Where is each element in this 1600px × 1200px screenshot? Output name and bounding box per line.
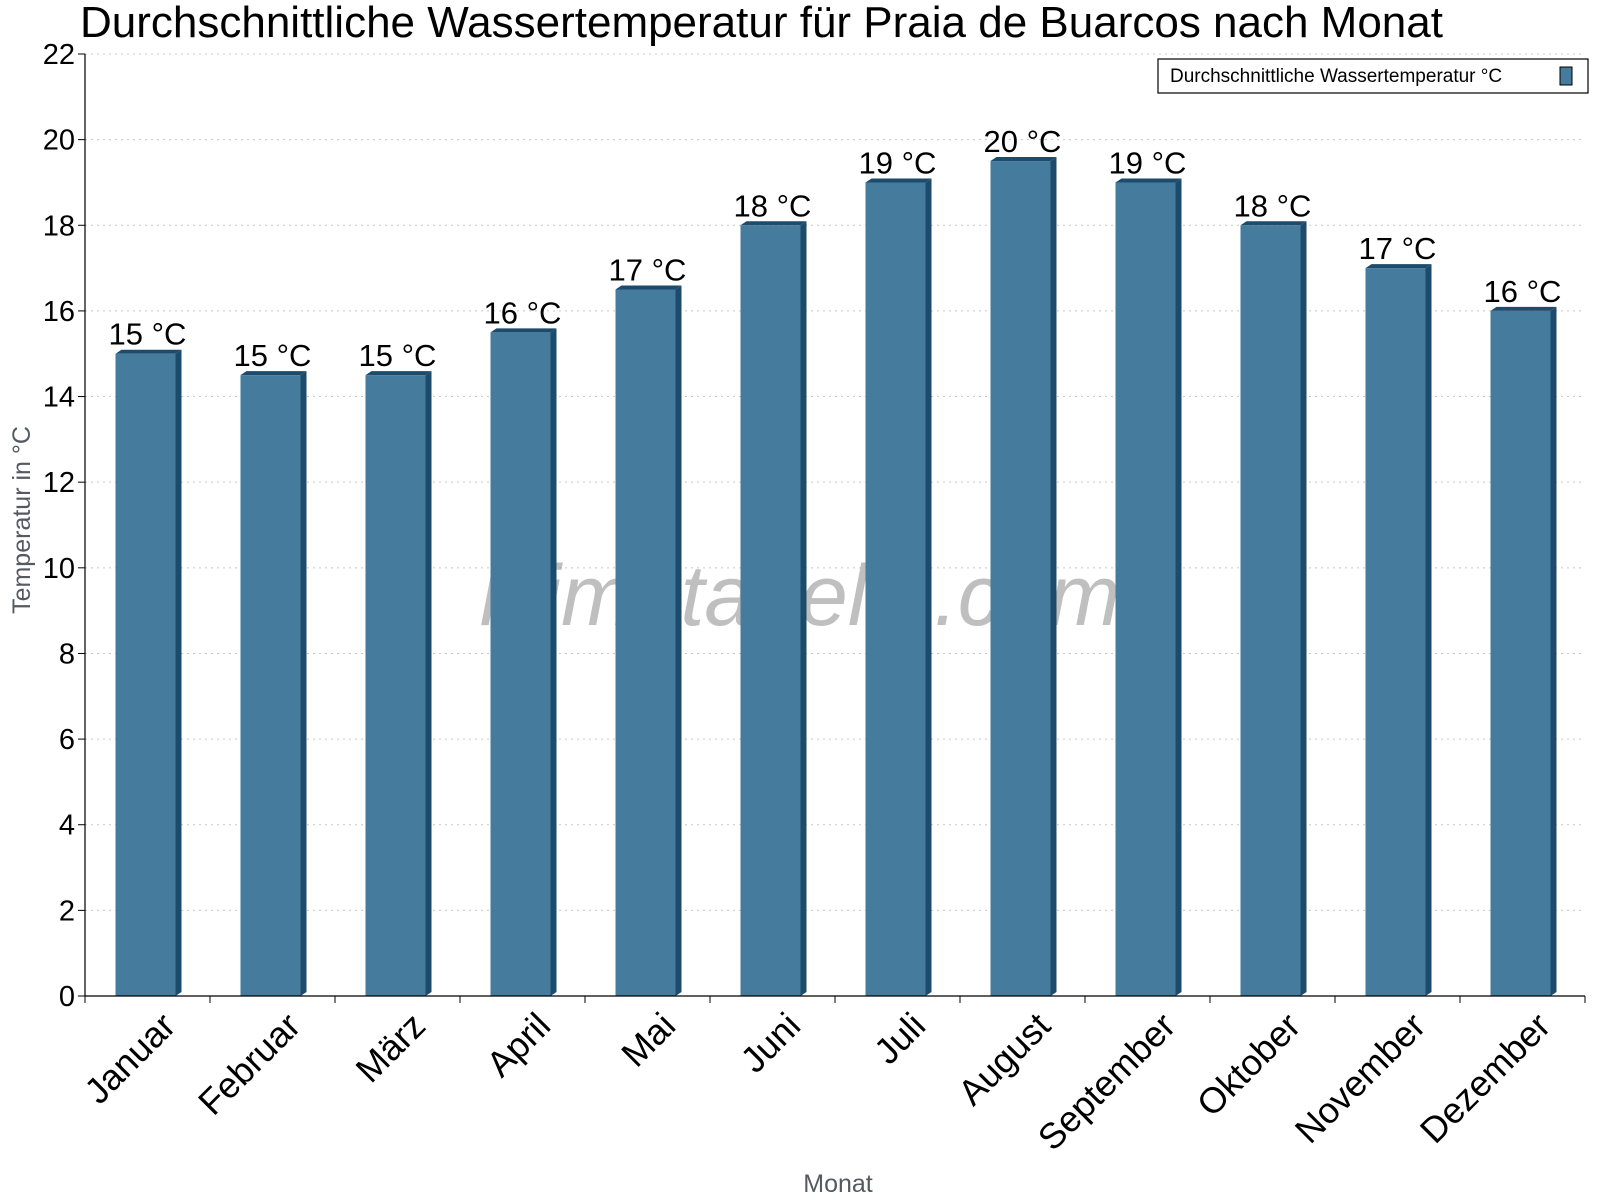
data-label: 15 °C xyxy=(359,338,437,373)
bar-top xyxy=(740,221,807,226)
bar xyxy=(365,375,426,996)
bar-side xyxy=(925,178,932,997)
y-tick-label: 16 xyxy=(43,296,75,328)
bar xyxy=(865,182,926,997)
bar-side xyxy=(1425,264,1432,996)
x-tick-label: Juli xyxy=(866,1005,933,1072)
x-tick-label: Februar xyxy=(190,1005,308,1123)
bar-top xyxy=(1365,264,1432,269)
bar-side xyxy=(675,285,682,996)
chart-title: Durchschnittliche Wassertemperatur für P… xyxy=(80,0,1443,47)
bar-top xyxy=(990,157,1057,162)
x-tick-label: August xyxy=(950,1005,1058,1113)
bar xyxy=(490,332,551,996)
data-label: 17 °C xyxy=(1359,231,1437,266)
x-tick-label: Mai xyxy=(613,1005,683,1075)
legend-label: Durchschnittliche Wassertemperatur °C xyxy=(1170,66,1502,87)
x-tick-label: Dezember xyxy=(1412,1005,1558,1151)
y-tick-label: 14 xyxy=(43,382,75,414)
x-tick-label: November xyxy=(1287,1005,1433,1151)
grid-lines xyxy=(85,53,1585,911)
x-tick-label: März xyxy=(348,1005,434,1091)
legend: Durchschnittliche Wassertemperatur °C xyxy=(1157,58,1589,94)
bar-top xyxy=(865,178,932,183)
bar xyxy=(990,161,1051,996)
data-label: 16 °C xyxy=(484,295,562,330)
bar-side xyxy=(1050,157,1057,996)
bar xyxy=(1490,310,1551,997)
bar-top xyxy=(365,371,432,376)
bar xyxy=(1115,182,1176,997)
x-tick-label: Juni xyxy=(732,1005,808,1081)
data-label: 15 °C xyxy=(109,317,187,352)
x-tick-label: September xyxy=(1030,1005,1184,1159)
bars xyxy=(115,157,1557,997)
y-tick-label: 22 xyxy=(43,39,75,71)
bar-top xyxy=(1490,306,1557,311)
data-labels: 15 °C 15 °C 15 °C 16 °C 17 °C 18 °C 19 °C 20 °C… xyxy=(109,124,1562,373)
data-label: 15 °C xyxy=(234,338,312,373)
bar-top xyxy=(615,285,682,290)
y-tick-label: 6 xyxy=(59,724,75,756)
y-tick-label: 18 xyxy=(43,210,75,242)
data-label: 18 °C xyxy=(734,188,812,223)
legend-box xyxy=(1157,58,1589,94)
data-label: 20 °C xyxy=(984,124,1062,159)
legend-swatch xyxy=(1559,66,1573,86)
data-label: 19 °C xyxy=(1109,145,1187,180)
y-tick-label: 20 xyxy=(43,125,75,157)
y-tick-label: 4 xyxy=(59,810,75,842)
bar-top xyxy=(1240,221,1307,226)
bar-side xyxy=(175,349,182,996)
bar-side xyxy=(1175,178,1182,997)
y-tick-label: 8 xyxy=(59,638,75,670)
bar-top xyxy=(490,328,557,333)
data-label: 18 °C xyxy=(1234,188,1312,223)
bar-side xyxy=(550,328,557,996)
bar-top xyxy=(115,349,182,354)
x-tick-label: Oktober xyxy=(1189,1005,1309,1125)
x-tick-labels: Januar Februar März April Mai Juni Juli AugustS… xyxy=(76,1005,1558,1159)
axes xyxy=(78,53,1586,1003)
bar-side xyxy=(800,221,807,997)
x-tick-label: April xyxy=(478,1005,558,1085)
bar xyxy=(740,225,801,997)
bar xyxy=(615,289,676,996)
y-tick-label: 0 xyxy=(59,981,75,1013)
x-axis-label: Monat xyxy=(803,1170,873,1198)
y-tick-label: 2 xyxy=(59,895,75,927)
data-label: 17 °C xyxy=(609,253,687,288)
bar-side xyxy=(425,371,432,996)
data-label: 19 °C xyxy=(859,145,937,180)
x-tick-label: Januar xyxy=(76,1005,183,1112)
bar-side xyxy=(1550,306,1557,997)
y-tick-labels: 0 2 4 6 8 10 12 14 16 18 20 22 xyxy=(43,39,75,1013)
y-axis-label: Temperatur in °C xyxy=(8,426,36,614)
data-label: 16 °C xyxy=(1484,274,1562,309)
bar xyxy=(1240,225,1301,997)
bar-side xyxy=(1300,221,1307,997)
bar xyxy=(115,353,176,996)
bar-side xyxy=(300,371,307,996)
bar-top xyxy=(240,371,307,376)
bar xyxy=(240,375,301,996)
y-tick-label: 12 xyxy=(43,467,75,499)
y-tick-label: 10 xyxy=(43,553,75,585)
bar xyxy=(1365,268,1426,996)
bar-top xyxy=(1115,178,1182,183)
